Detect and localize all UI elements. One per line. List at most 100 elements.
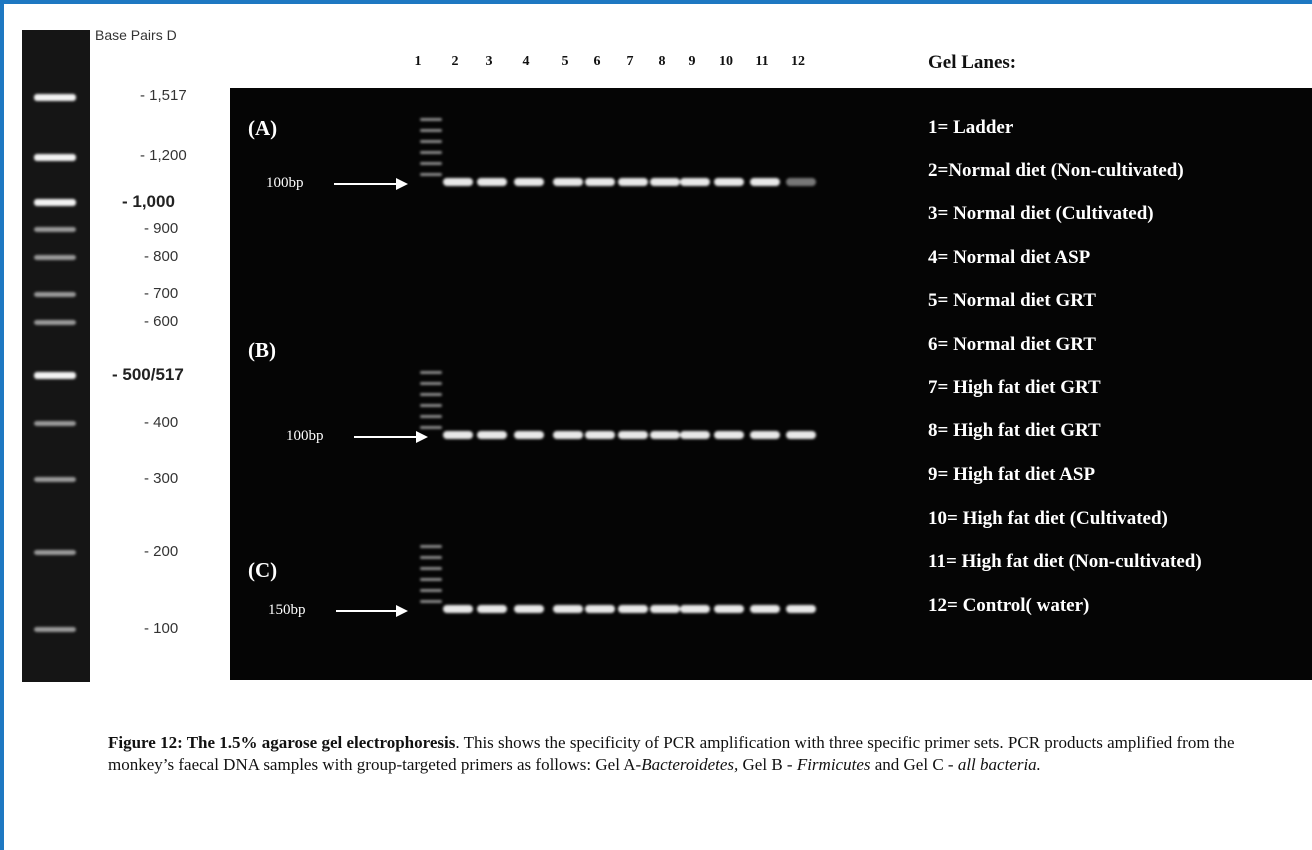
sample-band: [714, 431, 744, 439]
sample-band: [477, 605, 507, 613]
sample-band: [585, 178, 615, 186]
sample-band: [443, 605, 473, 613]
arrow-head: [396, 178, 408, 190]
sample-band: [618, 178, 648, 186]
sample-band: [650, 605, 680, 613]
ladder-label: - 1,200: [140, 147, 187, 164]
ladder-label: - 400: [144, 414, 179, 431]
caption-italic: all bacteria.: [957, 755, 1041, 774]
sample-band: [786, 431, 816, 439]
sample-band: [714, 178, 744, 186]
ladder-lane-band: [420, 382, 442, 385]
arrow-head: [396, 605, 408, 617]
ladder-lane-band: [420, 578, 442, 581]
sample-band: [750, 431, 780, 439]
ladder-lane-band: [420, 404, 442, 407]
arrows: [334, 178, 428, 617]
lane-number: 5: [561, 54, 569, 69]
sample-band: [618, 605, 648, 613]
legend-item: 12= Control( water): [928, 595, 1090, 616]
sample-band: [618, 431, 648, 439]
ladder-band: [34, 320, 76, 325]
legend-item: 3= Normal diet (Cultivated): [928, 203, 1154, 224]
lane-number: 11: [755, 54, 769, 69]
lane-number: 10: [719, 54, 733, 69]
legend-item: 11= High fat diet (Non-cultivated): [928, 551, 1202, 572]
ladder-lane-band: [420, 589, 442, 592]
size-label: 100bp: [266, 175, 304, 191]
ladder-band: [34, 94, 76, 101]
ladder-band: [34, 550, 76, 555]
ladder-label: - 600: [144, 313, 179, 330]
sample-band: [477, 431, 507, 439]
panel-label: (C): [248, 558, 278, 582]
ladder-label: - 100: [144, 620, 179, 637]
legend-item: 10= High fat diet (Cultivated): [928, 508, 1168, 529]
lane-number: 2: [451, 54, 459, 69]
sample-band: [680, 178, 710, 186]
ladder-lane-band: [420, 173, 442, 176]
legend-item: 1= Ladder: [928, 117, 1014, 138]
ladder-band: [34, 477, 76, 482]
ladder-lane-band: [420, 600, 442, 603]
size-label: 100bp: [286, 428, 324, 444]
lane-number: 3: [485, 54, 493, 69]
legend-item: 9= High fat diet ASP: [928, 464, 1096, 485]
ladder-lane-band: [420, 426, 442, 429]
caption-text: Gel B -: [738, 755, 797, 774]
ladder-lane-band: [420, 140, 442, 143]
sample-band: [585, 431, 615, 439]
sample-band: [585, 605, 615, 613]
bands: [34, 94, 816, 632]
caption-text: and Gel C -: [870, 755, 958, 774]
ladder-lane-band: [420, 567, 442, 570]
lane-number: 12: [791, 54, 805, 69]
legend-item: 5= Normal diet GRT: [928, 290, 1096, 311]
lane-number: 7: [626, 54, 634, 69]
sample-band: [680, 431, 710, 439]
legend-item: 8= High fat diet GRT: [928, 420, 1101, 441]
ladder-lane-band: [420, 129, 442, 132]
ladder-band: [34, 154, 76, 161]
sample-band: [750, 178, 780, 186]
ladder-band: [34, 421, 76, 426]
sample-band: [650, 431, 680, 439]
ladder-band: [34, 292, 76, 297]
ladder-lane-band: [420, 118, 442, 121]
ladder-label: - 700: [144, 285, 179, 302]
sample-band: [443, 431, 473, 439]
sample-band: [553, 178, 583, 186]
lane-number: 9: [688, 54, 696, 69]
ladder-label: - 800: [144, 248, 179, 265]
ladder-lane-band: [420, 393, 442, 396]
panel-label: (A): [248, 116, 278, 140]
ladder-band: [34, 255, 76, 260]
legend-item: 2=Normal diet (Non-cultivated): [928, 160, 1184, 181]
arrow-head: [416, 431, 428, 443]
legend-item: 4= Normal diet ASP: [928, 247, 1091, 268]
panel-label: (B): [248, 338, 276, 362]
sample-band: [553, 605, 583, 613]
sample-band: [786, 605, 816, 613]
ladder-band: [34, 227, 76, 232]
ladder-label: - 300: [144, 470, 179, 487]
sample-band: [750, 605, 780, 613]
caption-italic: Firmicutes: [796, 755, 871, 774]
legend-item: 7= High fat diet GRT: [928, 377, 1101, 398]
sample-band: [514, 605, 544, 613]
ladder-lane-band: [420, 151, 442, 154]
ladder-label: - 500/517: [112, 365, 184, 384]
ladder-lane-band: [420, 415, 442, 418]
sample-band: [650, 178, 680, 186]
caption: Figure 12: The 1.5% agarose gel electrop…: [108, 732, 1298, 776]
sample-band: [443, 178, 473, 186]
ladder-gel: [22, 30, 90, 682]
ladder-lane-band: [420, 545, 442, 548]
caption-italic: Bacteroidetes,: [641, 755, 739, 774]
legend-title: Gel Lanes:: [928, 52, 1017, 73]
ladder-band: [34, 199, 76, 206]
sample-band: [514, 431, 544, 439]
ladder-label: - 900: [144, 220, 179, 237]
